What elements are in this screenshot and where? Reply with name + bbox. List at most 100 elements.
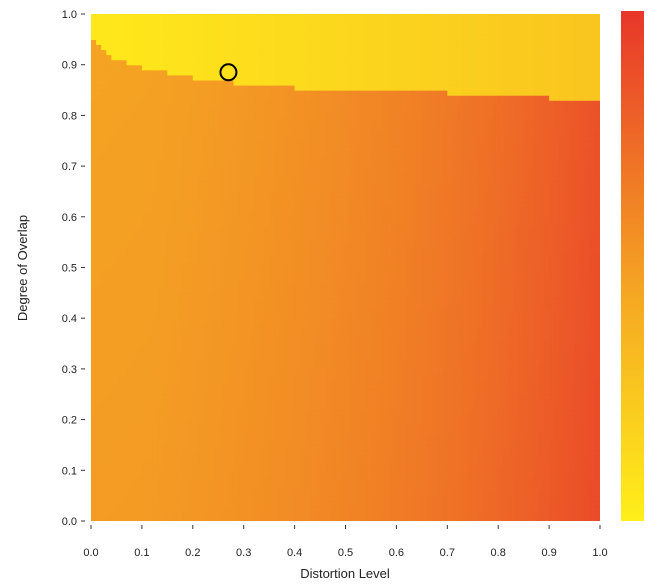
heatmap-cell: [335, 328, 342, 335]
heatmap-cell: [299, 140, 306, 147]
heatmap-cell: [121, 444, 128, 451]
heatmap-cell: [182, 434, 189, 441]
heatmap-cell: [325, 69, 331, 76]
heatmap-cell: [141, 450, 148, 456]
heatmap-cell: [309, 333, 316, 340]
heatmap-cell: [238, 292, 245, 299]
heatmap-cell: [269, 272, 275, 279]
heatmap-cell: [228, 399, 235, 405]
heatmap-cell: [233, 130, 240, 137]
heatmap-cell: [304, 24, 311, 30]
heatmap-cell: [111, 49, 118, 56]
heatmap-cell: [208, 211, 214, 218]
heatmap-cell: [111, 262, 118, 269]
heatmap-cell: [238, 353, 245, 360]
heatmap-cell: [182, 419, 189, 426]
heatmap-cell: [335, 302, 342, 309]
heatmap-cell: [167, 191, 174, 198]
heatmap-cell: [243, 79, 250, 86]
heatmap-cell: [228, 232, 235, 238]
heatmap-cell: [213, 130, 219, 137]
heatmap-cell: [131, 176, 138, 182]
heatmap-cell: [141, 161, 148, 167]
heatmap-cell: [136, 470, 143, 476]
heatmap-cell: [289, 485, 296, 492]
heatmap-cell: [111, 95, 118, 101]
heatmap-cell: [233, 475, 240, 482]
heatmap-cell: [202, 363, 209, 370]
heatmap-cell: [152, 302, 158, 309]
heatmap-cell: [177, 323, 184, 329]
heatmap-cell: [146, 125, 153, 132]
heatmap-cell: [238, 363, 245, 370]
heatmap-cell: [121, 69, 128, 76]
heatmap-cell: [157, 409, 163, 416]
heatmap-cell: [274, 150, 280, 157]
heatmap-cell: [284, 166, 291, 172]
heatmap-cell: [274, 495, 280, 502]
heatmap-cell: [279, 216, 286, 223]
heatmap-cell: [101, 252, 107, 258]
heatmap-cell: [146, 338, 153, 345]
heatmap-cell: [284, 69, 291, 76]
heatmap-cell: [299, 500, 306, 507]
heatmap-cell: [238, 409, 245, 416]
heatmap-cell: [141, 24, 148, 30]
heatmap-cell: [96, 216, 102, 223]
heatmap-cell: [314, 323, 321, 329]
heatmap-cell: [248, 191, 255, 198]
heatmap-cell: [136, 505, 143, 512]
heatmap-cell: [320, 475, 326, 482]
heatmap-cell: [253, 363, 260, 370]
heatmap-cell: [146, 368, 153, 375]
heatmap-cell: [177, 379, 184, 385]
heatmap-cell: [218, 161, 224, 167]
heatmap-cell: [146, 343, 153, 350]
heatmap-cell: [264, 429, 270, 436]
heatmap-cell: [330, 282, 336, 289]
heatmap-cell: [121, 363, 128, 370]
heatmap-cell: [96, 150, 102, 157]
heatmap-cell: [238, 237, 245, 243]
heatmap-cell: [228, 125, 235, 132]
heatmap-cell: [243, 363, 250, 370]
heatmap-cell: [248, 277, 255, 284]
heatmap-cell: [157, 282, 163, 289]
heatmap-cell: [309, 69, 316, 76]
heatmap-cell: [131, 155, 138, 162]
heatmap-cell: [111, 500, 118, 507]
heatmap-cell: [284, 333, 291, 340]
heatmap-cell: [279, 302, 286, 309]
heatmap-cell: [116, 155, 123, 162]
heatmap-cell: [340, 196, 347, 203]
heatmap-cell: [340, 404, 347, 411]
heatmap-cell: [126, 95, 133, 101]
heatmap-cell: [101, 277, 107, 284]
heatmap-cell: [162, 74, 168, 81]
heatmap-cell: [121, 211, 128, 218]
heatmap-cell: [91, 368, 97, 375]
heatmap-cell: [106, 120, 112, 127]
heatmap-cell: [233, 297, 240, 304]
heatmap-cell: [202, 313, 209, 319]
heatmap-cell: [264, 247, 270, 253]
heatmap-cell: [320, 490, 326, 497]
heatmap-cell: [136, 44, 143, 51]
heatmap-cell: [269, 237, 275, 243]
heatmap-cell: [213, 262, 219, 269]
heatmap-cell: [116, 105, 123, 111]
heatmap-cell: [101, 490, 107, 497]
heatmap-cell: [264, 120, 270, 127]
heatmap-cell: [274, 272, 280, 279]
heatmap-cell: [335, 120, 342, 127]
heatmap-cell: [243, 455, 250, 461]
heatmap-cell: [248, 257, 255, 264]
heatmap-cell: [330, 277, 336, 284]
heatmap-cell: [101, 176, 107, 182]
heatmap-cell: [335, 181, 342, 187]
heatmap-cell: [162, 237, 168, 243]
heatmap-cell: [126, 105, 133, 111]
heatmap-cell: [162, 29, 168, 35]
heatmap-cell: [172, 389, 179, 395]
heatmap-cell: [101, 191, 107, 198]
